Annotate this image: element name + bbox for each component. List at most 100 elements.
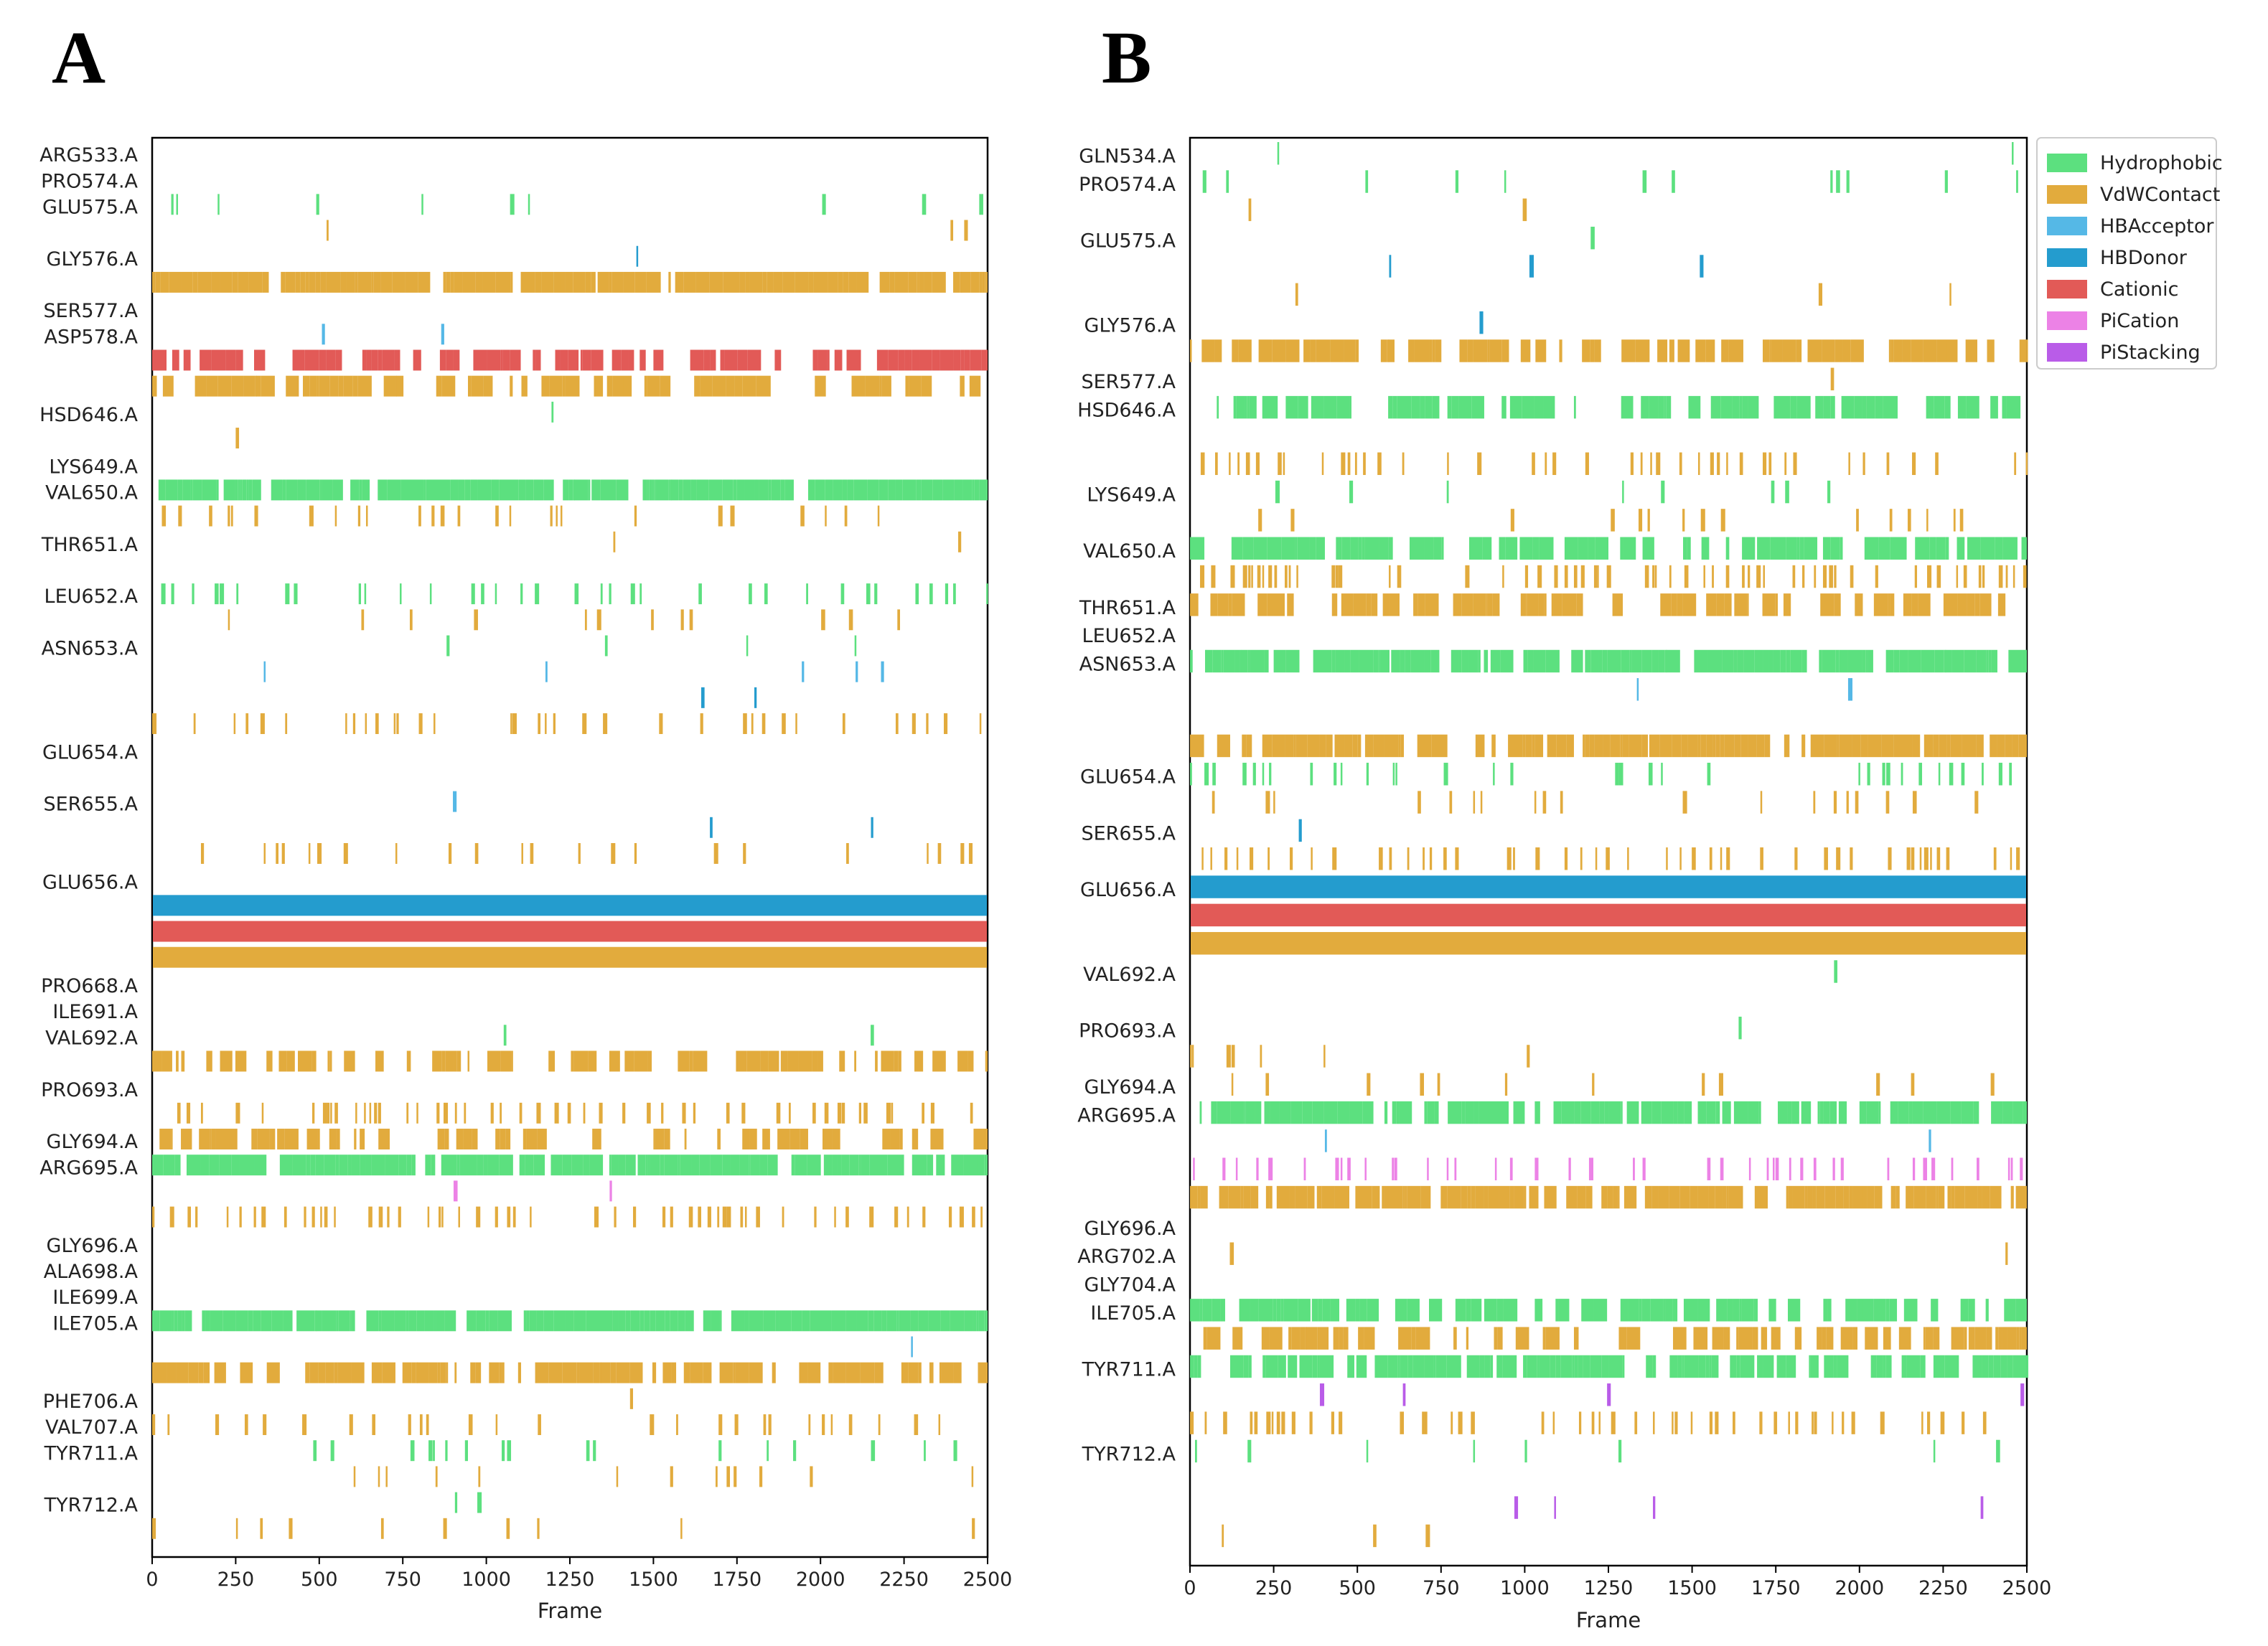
bar-hydrophobic <box>1369 537 1379 560</box>
bar-vdwcontact <box>538 1414 541 1436</box>
bar-hydrophobic <box>322 1310 337 1332</box>
x-tick-label: 2000 <box>1834 1577 1884 1599</box>
bar-hydrophobic <box>616 479 629 501</box>
bar-hydrophobic <box>916 479 922 501</box>
bar-hydrophobic <box>722 479 734 501</box>
bar-vdwcontact <box>1716 593 1725 616</box>
bar-vdwcontact <box>327 1102 330 1124</box>
bar-pistacking <box>1319 1383 1325 1406</box>
bar-vdwcontact <box>1535 339 1547 362</box>
bar-vdwcontact <box>153 1362 167 1383</box>
bar-vdwcontact <box>917 271 919 293</box>
bar-vdwcontact <box>512 1206 516 1228</box>
bar-hydrophobic <box>1424 649 1431 673</box>
bar-cationic <box>939 349 954 371</box>
bar-vdwcontact <box>474 609 478 631</box>
bar-hydrophobic <box>1890 537 1893 560</box>
bar-hydrophobic <box>978 1310 985 1332</box>
bar-hydrophobic <box>1892 537 1907 560</box>
bar-pication <box>1887 1157 1890 1180</box>
bar-hydrophobic <box>1672 1299 1678 1322</box>
bar-vdwcontact <box>1890 339 1894 362</box>
bar-vdwcontact <box>1623 1185 1637 1209</box>
bar-hydrophobic <box>1581 1299 1594 1322</box>
bar-vdwcontact <box>1834 593 1841 616</box>
x-tick-label: 750 <box>1423 1577 1460 1599</box>
bar-hydrophobic <box>1392 395 1397 419</box>
bar-hydrophobic <box>1862 649 1866 673</box>
bar-hydrophobic <box>1341 537 1351 560</box>
bar-vdwcontact <box>1957 593 1967 616</box>
bar-vdwcontact <box>1384 734 1399 758</box>
bar-hydrophobic <box>1340 763 1343 786</box>
bar-hydrophobic <box>888 479 896 501</box>
bar-pication <box>2020 1157 2023 1180</box>
bar-hydrophobic <box>1663 1299 1666 1322</box>
bar-vdwcontact <box>1471 1411 1475 1434</box>
bar-hydrophobic <box>1790 649 1802 673</box>
bar-hydrophobic <box>1366 1439 1369 1463</box>
bar-hydrophobic <box>459 1154 464 1176</box>
bar-hydrophobic <box>574 479 589 501</box>
bar-cationic <box>876 349 889 371</box>
bar-hydrophobic <box>1194 1355 1198 1378</box>
bar-hydrophobic <box>1684 1355 1699 1378</box>
bar-vdwcontact <box>964 220 968 241</box>
bar-hydrophobic <box>1944 170 1948 193</box>
bar-vdwcontact <box>837 1102 842 1124</box>
bar-hydrophobic <box>1424 1101 1428 1124</box>
bar-hydrophobic <box>358 583 361 605</box>
bar-vdwcontact <box>848 1414 853 1436</box>
bar-hydrophobic <box>887 1154 896 1176</box>
bar-hydrophobic <box>171 583 174 605</box>
bar-hydrophobic <box>612 1310 619 1332</box>
bar-vdwcontact <box>1754 1185 1768 1209</box>
bar-vdwcontact <box>239 1206 242 1228</box>
bar-vdwcontact <box>152 713 157 735</box>
bar-vdwcontact <box>1594 339 1601 362</box>
bar-hydrophobic <box>1790 395 1797 419</box>
bar-vdwcontact <box>548 1362 563 1383</box>
bar-hydrophobic <box>1988 649 1992 673</box>
bar-vdwcontact <box>1573 565 1578 588</box>
residue-label: HSD646.A <box>39 404 138 426</box>
bar-vdwcontact <box>1273 791 1275 814</box>
bar-hydrophobic <box>1964 649 1977 673</box>
bar-hydrophobic <box>235 1310 248 1332</box>
bar-vdwcontact <box>215 1414 220 1436</box>
bar-vdwcontact <box>1257 565 1261 588</box>
bar-vdwcontact <box>1583 734 1585 758</box>
bar-hydrophobic <box>1190 649 1193 673</box>
bar-vdwcontact <box>1274 593 1285 616</box>
bar-vdwcontact <box>1824 847 1828 870</box>
bar-vdwcontact <box>1230 565 1235 588</box>
bar-hydrophobic <box>310 1154 316 1176</box>
bar-vdwcontact <box>1296 565 1298 588</box>
bar-vdwcontact <box>251 1129 258 1149</box>
bar-vdwcontact <box>1331 1411 1335 1434</box>
bar-vdwcontact <box>1911 339 1923 362</box>
bar-hydrophobic <box>406 1310 409 1332</box>
bar-vdwcontact <box>1832 1411 1834 1434</box>
bar-vdwcontact <box>396 375 404 397</box>
bar-hydrophobic <box>240 479 243 501</box>
bar-hydrophobic <box>535 583 540 605</box>
bar-vdwcontact <box>1289 847 1293 870</box>
bar-pication <box>1923 1157 1928 1180</box>
bar-hydrophobic <box>1432 395 1440 419</box>
bar-vdwcontact <box>1669 339 1674 362</box>
bar-vdwcontact <box>1473 791 1476 814</box>
bar-hydrophobic <box>307 1310 315 1332</box>
bar-hydrophobic <box>1276 1299 1281 1322</box>
bar-vdwcontact <box>1559 339 1562 362</box>
bar-hydrophobic <box>152 1154 164 1176</box>
bar-vdwcontact <box>1926 509 1929 532</box>
bar-hydrophobic <box>1621 649 1630 673</box>
bar-hydrophobic <box>1280 1299 1284 1322</box>
bar-vdwcontact <box>408 1414 411 1436</box>
bar-vdwcontact <box>970 1102 973 1124</box>
bar-hydrophobic <box>1804 537 1818 560</box>
residue-label: GLU654.A <box>1080 766 1176 789</box>
bar-hydrophobic <box>253 1310 261 1332</box>
bar-hydrophobic <box>172 1310 174 1332</box>
